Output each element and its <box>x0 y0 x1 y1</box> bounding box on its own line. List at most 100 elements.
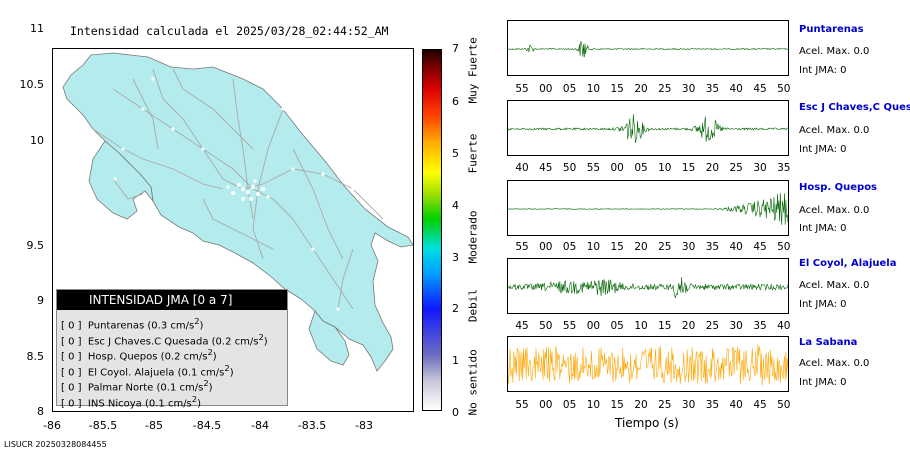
map-xtick: -84 <box>251 419 269 432</box>
trace-tick: 55 <box>562 320 577 332</box>
trace-tick: 35 <box>777 162 791 174</box>
trace-ticks-4: 55 00 05 10 15 20 25 30 35 40 45 50 <box>507 399 790 413</box>
map-title: Intensidad calculada el 2025/03/28_02:44… <box>70 24 389 38</box>
trace-tick: 25 <box>729 162 743 174</box>
trace-tick: 40 <box>777 320 791 332</box>
waveform-sabana[interactable] <box>507 336 789 392</box>
station-int: Int JMA: 0 <box>799 65 847 76</box>
legend-row: [ 0 ] Hosp. Quepos (0.2 cm/s2) <box>61 347 217 363</box>
colorbar-label: Muy Fuerte <box>466 37 480 104</box>
station-acel: Acel. Max. 0.0 <box>799 205 870 216</box>
trace-tick: 45 <box>539 162 553 174</box>
trace-tick: 15 <box>658 320 672 332</box>
trace-tick: 15 <box>681 162 696 174</box>
map-ytick: 9.5 <box>26 239 45 252</box>
trace-tick: 25 <box>658 399 672 411</box>
legend-row: [ 0 ] INS Nicoya (0.1 cm/s2) <box>61 393 201 409</box>
trace-tick: 45 <box>753 241 767 253</box>
trace-ticks-2: 55 00 05 10 15 20 25 30 35 40 45 50 <box>507 241 791 255</box>
colorbar-tick: 7 <box>452 42 459 55</box>
trace-tick: 25 <box>658 241 672 253</box>
traces-xlabel: Tiempo (s) <box>615 416 679 430</box>
intensity-colorbar <box>422 49 442 411</box>
trace-tick: 00 <box>610 162 624 174</box>
station-name: La Sabana <box>799 337 858 348</box>
trace-tick: 15 <box>610 83 624 95</box>
trace-tick: 30 <box>729 320 743 332</box>
trace-tick: 30 <box>681 241 696 253</box>
costa-rica-map <box>62 52 413 372</box>
trace-tick: 55 <box>515 399 529 411</box>
trace-tick: 10 <box>586 241 601 253</box>
map-xtick: -86 <box>43 419 61 432</box>
map-ytick: 10.5 <box>19 78 45 91</box>
osa-peninsula <box>308 310 350 366</box>
trace-tick: 20 <box>681 320 696 332</box>
trace-tick: 40 <box>729 83 743 95</box>
trace-tick: 30 <box>681 83 696 95</box>
trace-tick: 05 <box>562 241 577 253</box>
trace-tick: 30 <box>753 162 767 174</box>
waveform-coyol[interactable] <box>507 258 789 314</box>
trace-tick: 35 <box>753 320 767 332</box>
legend-title: INTENSIDAD JMA [0 a 7] <box>57 290 287 310</box>
colorbar-tick: 3 <box>452 251 459 264</box>
trace-tick: 00 <box>539 83 553 95</box>
waveform-line <box>508 114 788 143</box>
waveform-line <box>508 344 788 386</box>
waveform-quesada[interactable] <box>507 100 789 156</box>
station-name: Esc J Chaves,C Quesada <box>799 102 910 113</box>
station-acel: Acel. Max. 0.0 <box>799 46 870 57</box>
trace-tick: 55 <box>515 241 529 253</box>
station-name: Puntarenas <box>799 24 864 35</box>
trace-tick: 40 <box>729 399 743 411</box>
map-xtick: -85.5 <box>88 419 118 432</box>
trace-tick: 00 <box>539 241 553 253</box>
city-markers <box>113 77 355 311</box>
trace-tick: 05 <box>610 320 624 332</box>
station-int: Int JMA: 0 <box>799 299 847 310</box>
station-acel: Acel. Max. 0.0 <box>799 358 870 369</box>
trace-ticks-3: 45 50 55 00 05 10 15 20 25 30 35 40 <box>507 320 791 334</box>
intensity-legend: INTENSIDAD JMA [0 a 7] [ 0 ] Puntarenas … <box>56 289 288 409</box>
trace-tick: 15 <box>610 399 624 411</box>
trace-tick: 35 <box>705 399 720 411</box>
waveform-quepos[interactable] <box>507 180 789 236</box>
trace-tick: 00 <box>586 320 601 332</box>
trace-tick: 40 <box>515 162 529 174</box>
legend-row: [ 0 ] El Coyol. Alajuela (0.1 cm/s2) <box>61 362 234 378</box>
map-ytick: 8.5 <box>26 350 45 363</box>
trace-tick: 40 <box>729 241 743 253</box>
trace-tick: 35 <box>705 241 720 253</box>
nicoya-peninsula <box>88 140 154 220</box>
map-ytick: 11 <box>30 22 44 35</box>
colorbar-label: Moderado <box>466 210 480 264</box>
waveform-line <box>508 41 788 58</box>
trace-tick: 05 <box>562 83 577 95</box>
trace-tick: 50 <box>777 241 791 253</box>
trace-tick: 05 <box>562 399 577 411</box>
trace-tick: 45 <box>753 83 767 95</box>
map-xtick: -83 <box>355 419 373 432</box>
station-int: Int JMA: 0 <box>799 223 847 234</box>
trace-tick: 20 <box>634 241 648 253</box>
trace-tick: 55 <box>586 162 601 174</box>
trace-tick: 10 <box>634 320 648 332</box>
waveform-line <box>508 192 788 225</box>
legend-row: [ 0 ] Esc J Chaves.C Quesada (0.2 cm/s2) <box>61 331 268 347</box>
waveform-line <box>508 277 788 299</box>
map-xtick: -84.5 <box>192 419 222 432</box>
colorbar-tick: 6 <box>452 95 459 108</box>
trace-tick: 25 <box>658 83 672 95</box>
legend-row: [ 0 ] Puntarenas (0.3 cm/s2) <box>61 316 204 332</box>
trace-tick: 30 <box>681 399 696 411</box>
station-name: Hosp. Quepos <box>799 182 878 193</box>
station-name: El Coyol, Alajuela <box>799 258 897 269</box>
trace-tick: 25 <box>705 320 720 332</box>
trace-tick: 00 <box>539 399 553 411</box>
colorbar-label: No sentido <box>466 349 480 416</box>
trace-tick: 20 <box>705 162 720 174</box>
trace-tick: 50 <box>562 162 577 174</box>
waveform-puntarenas[interactable] <box>507 20 789 76</box>
trace-tick: 50 <box>777 83 791 95</box>
